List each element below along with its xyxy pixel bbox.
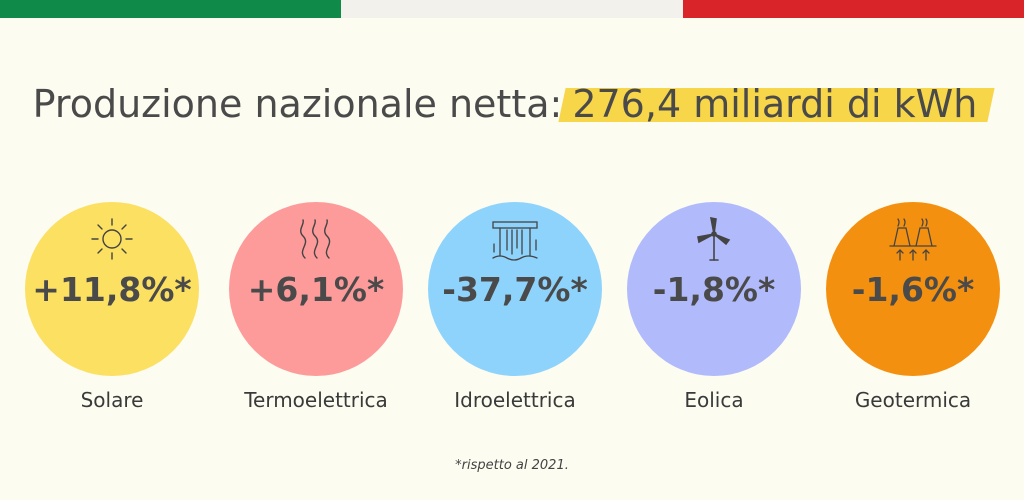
title-highlight: 276,4 miliardi di kWh: [562, 82, 991, 126]
footnote: *rispetto al 2021.: [455, 458, 569, 473]
heat-waves-icon: [300, 219, 331, 259]
source-circle: -37,7%*: [428, 202, 602, 376]
source-circle: -1,6%*: [826, 202, 1000, 376]
change-percent: -1,8%*: [652, 270, 776, 309]
source-solare: +11,8%* Solare: [22, 202, 202, 412]
change-percent: -1,6%*: [851, 270, 975, 309]
source-idroelettrica: -37,7%* Idroelettrica: [425, 202, 605, 412]
source-label: Geotermica: [854, 388, 972, 412]
change-percent: +11,8%*: [32, 270, 192, 309]
flag-red-stripe: [682, 0, 1024, 18]
source-geotermica: -1,6%* Geotermica: [823, 202, 1003, 412]
source-label: Idroelettrica: [454, 388, 576, 412]
title-prefix: Produzione nazionale netta:: [32, 82, 563, 126]
source-label: Solare: [80, 388, 144, 412]
sun-icon: [91, 218, 133, 260]
source-circle: +6,1%*: [229, 202, 403, 376]
change-percent: +6,1%*: [247, 270, 385, 309]
source-circle: -1,8%*: [627, 202, 801, 376]
source-termoelettrica: +6,1%* Termoelettrica: [226, 202, 406, 412]
wind-turbine-icon: [697, 216, 731, 261]
source-label: Termoelettrica: [244, 388, 388, 412]
source-eolica: -1,8%* Eolica: [624, 202, 804, 412]
change-percent: -37,7%*: [442, 270, 588, 309]
source-label: Eolica: [684, 388, 744, 412]
page-title: Produzione nazionale netta: 276,4 miliard…: [0, 82, 1024, 126]
flag-green-stripe: [0, 0, 342, 18]
italian-flag-bar: [0, 0, 1024, 18]
geothermal-plant-icon: [889, 218, 937, 261]
flag-white-stripe: [341, 0, 683, 18]
dam-icon: [492, 221, 538, 261]
source-circle: +11,8%*: [25, 202, 199, 376]
